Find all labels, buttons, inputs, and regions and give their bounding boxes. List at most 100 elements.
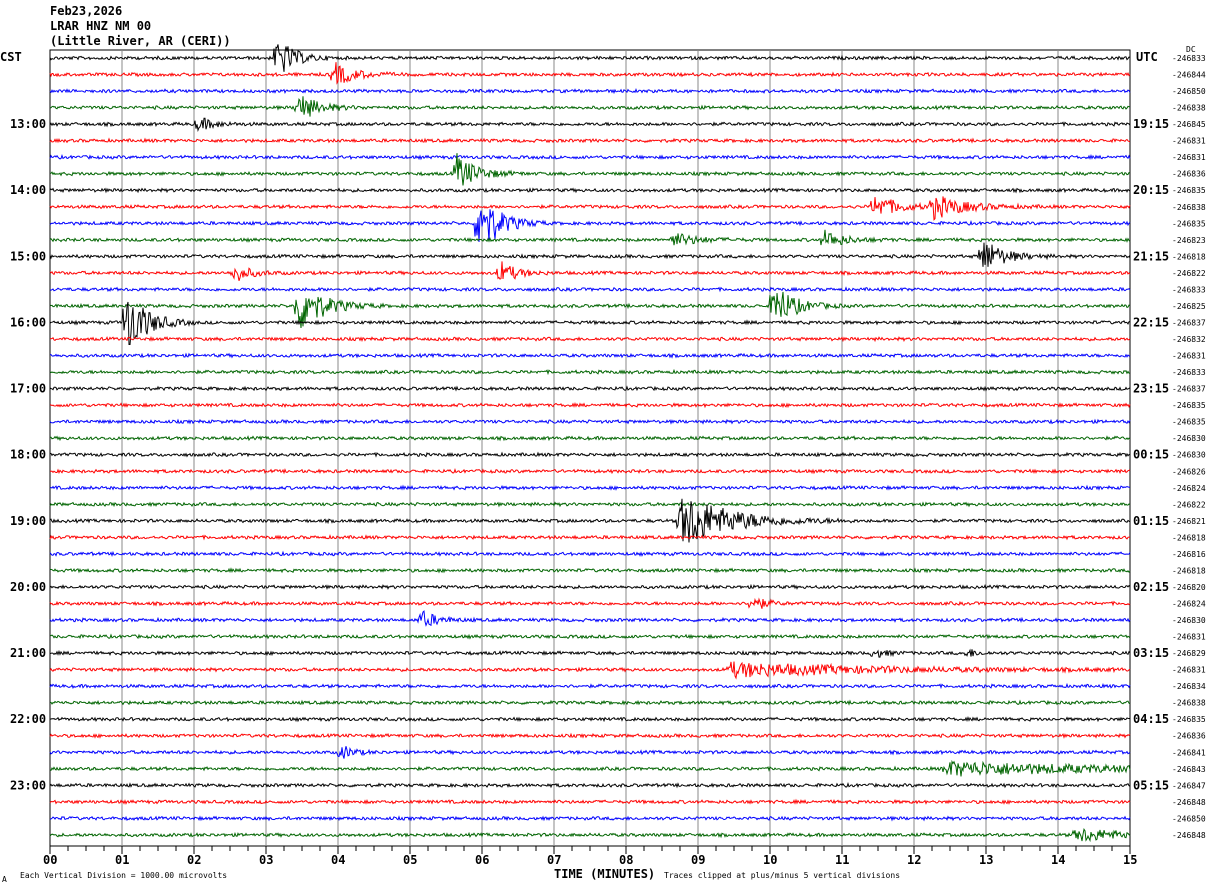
dc-offset-label: -246832: [1172, 335, 1206, 344]
dc-offset-label: -246837: [1172, 318, 1206, 327]
trace-46: [49, 815, 1131, 822]
x-tick-label: 01: [115, 853, 129, 867]
x-tick-label: 06: [475, 853, 489, 867]
trace-44: [49, 782, 1131, 789]
x-tick-label: 15: [1123, 853, 1137, 867]
dc-offset-label: -246822: [1172, 269, 1206, 278]
corner-mark: A: [2, 875, 7, 884]
right-hour-label: 00:15: [1133, 448, 1169, 462]
left-hour-label: 13:00: [10, 117, 46, 131]
dc-offset-label: -246831: [1172, 633, 1206, 642]
trace-12: [49, 242, 1131, 267]
dc-offset-label: -246830: [1172, 616, 1206, 625]
dc-offset-label: -246831: [1172, 153, 1206, 162]
trace-18: [50, 352, 1131, 359]
x-tick-label: 00: [43, 853, 57, 867]
x-tick-label: 10: [763, 853, 777, 867]
dc-offset-label: -246818: [1172, 252, 1206, 261]
trace-33: [49, 597, 1131, 609]
trace-34: [49, 610, 1131, 627]
left-hour-label: 18:00: [10, 448, 46, 462]
left-hour-label: 23:00: [10, 778, 46, 792]
right-hour-label: 01:15: [1133, 514, 1169, 528]
x-tick-label: 11: [835, 853, 849, 867]
trace-7: [50, 153, 1131, 186]
dc-offset-label: -246822: [1172, 500, 1206, 509]
trace-40: [49, 715, 1131, 723]
trace-41: [49, 732, 1131, 739]
trace-32: [49, 583, 1131, 591]
dc-offset-label: -246838: [1172, 203, 1206, 212]
dc-offset-label: -246831: [1172, 666, 1206, 675]
trace-35: [50, 633, 1131, 640]
trace-1: [49, 62, 1131, 85]
x-axis-label: TIME (MINUTES): [554, 867, 655, 881]
location-label: (Little River, AR (CERI)): [50, 34, 231, 48]
right-hour-label: 05:15: [1133, 778, 1169, 792]
dc-offset-label: -246824: [1172, 484, 1206, 493]
dc-offset-label: -246835: [1172, 401, 1206, 410]
trace-36: [49, 648, 1131, 658]
dc-offset-label: -246821: [1172, 517, 1206, 526]
dc-offset-label: -246836: [1172, 170, 1206, 179]
trace-13: [49, 261, 1131, 281]
dc-offset-label: -246818: [1172, 566, 1206, 575]
right-timezone-label: UTC: [1136, 50, 1158, 64]
x-tick-label: 03: [259, 853, 273, 867]
left-hour-label: 14:00: [10, 183, 46, 197]
dc-offset-label: -246847: [1172, 781, 1206, 790]
dc-offset-label: -246835: [1172, 219, 1206, 228]
trace-42: [49, 746, 1131, 759]
trace-47: [49, 828, 1131, 843]
trace-3: [49, 96, 1130, 117]
left-hour-label: 19:00: [10, 514, 46, 528]
trace-4: [49, 117, 1131, 133]
dc-offset-label: -246818: [1172, 533, 1206, 542]
plot-frame: [49, 49, 1131, 847]
right-hour-label: 23:15: [1133, 382, 1169, 396]
trace-26: [49, 484, 1131, 491]
trace-8: [49, 187, 1131, 194]
dc-offset-label: -246844: [1172, 71, 1206, 80]
x-tick-label: 13: [979, 853, 993, 867]
trace-6: [49, 153, 1131, 161]
trace-30: [49, 550, 1131, 557]
trace-29: [49, 534, 1130, 541]
x-tick-label: 04: [331, 853, 345, 867]
dc-offset-label: -246843: [1172, 765, 1206, 774]
dc-offset-label: -246833: [1172, 368, 1206, 377]
trace-2: [49, 87, 1131, 95]
x-tick-label: 05: [403, 853, 417, 867]
x-tick-label: 09: [691, 853, 705, 867]
dc-offset-label: -246833: [1172, 54, 1206, 63]
right-hour-label: 02:15: [1133, 580, 1169, 594]
trace-19: [49, 368, 1131, 376]
trace-31: [49, 567, 1131, 574]
trace-25: [50, 468, 1131, 475]
dc-offset-label: -246830: [1172, 434, 1206, 443]
dc-offset-label: -246833: [1172, 285, 1206, 294]
dc-offset-label: -246835: [1172, 418, 1206, 427]
dc-offset-label: -246825: [1172, 302, 1206, 311]
trace-38: [49, 682, 1131, 690]
trace-9: [49, 196, 1131, 221]
trace-22: [49, 418, 1131, 425]
trace-17: [49, 335, 1131, 343]
clip-note: Traces clipped at plus/minus 5 vertical …: [664, 871, 900, 880]
dc-offset-label: -246823: [1172, 236, 1206, 245]
dc-offset-label: -246838: [1172, 104, 1206, 113]
trace-5: [49, 137, 1131, 144]
right-hour-label: 22:15: [1133, 315, 1169, 329]
dc-offset-label: -246850: [1172, 87, 1206, 96]
dc-offset-label: -246831: [1172, 352, 1206, 361]
trace-11: [49, 229, 1131, 246]
dc-offset-label: -246835: [1172, 186, 1206, 195]
trace-14: [49, 286, 1131, 293]
trace-15: [49, 291, 1131, 329]
trace-39: [49, 699, 1131, 706]
x-tick-label: 02: [187, 853, 201, 867]
dc-offset-label: -246820: [1172, 583, 1206, 592]
left-hour-label: 20:00: [10, 580, 46, 594]
